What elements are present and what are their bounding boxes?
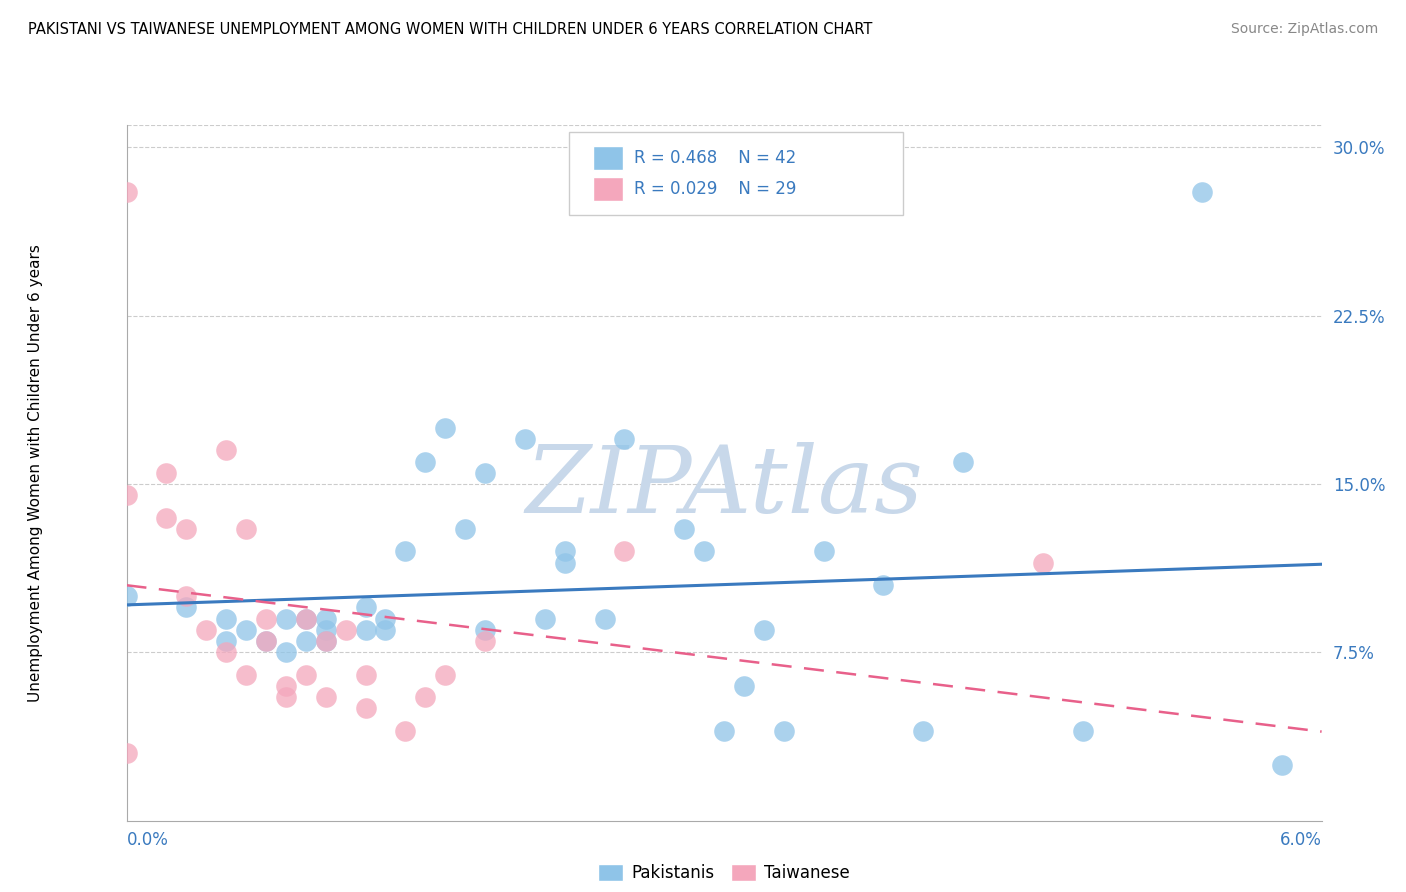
Point <box>813 544 835 558</box>
Point <box>554 556 576 570</box>
Point <box>673 522 696 536</box>
FancyBboxPatch shape <box>568 132 903 215</box>
Point <box>434 421 457 435</box>
Point <box>773 723 796 738</box>
Point <box>315 634 337 648</box>
Point <box>274 645 297 659</box>
Point <box>1032 556 1054 570</box>
Point <box>1191 185 1213 199</box>
Point <box>235 522 257 536</box>
Point <box>374 612 396 626</box>
Point <box>294 634 316 648</box>
Text: PAKISTANI VS TAIWANESE UNEMPLOYMENT AMONG WOMEN WITH CHILDREN UNDER 6 YEARS CORR: PAKISTANI VS TAIWANESE UNEMPLOYMENT AMON… <box>28 22 873 37</box>
Point <box>274 690 297 705</box>
Point <box>294 612 316 626</box>
Point <box>513 432 536 446</box>
Point <box>215 634 238 648</box>
Point <box>872 578 894 592</box>
Point <box>752 623 775 637</box>
Point <box>155 466 177 480</box>
Point <box>254 612 277 626</box>
Point <box>155 510 177 524</box>
Text: Unemployment Among Women with Children Under 6 years: Unemployment Among Women with Children U… <box>28 244 42 702</box>
Text: Source: ZipAtlas.com: Source: ZipAtlas.com <box>1230 22 1378 37</box>
Point <box>215 612 238 626</box>
Point <box>215 443 238 458</box>
Point <box>374 623 396 637</box>
Point <box>174 589 197 603</box>
FancyBboxPatch shape <box>593 177 623 202</box>
Point <box>354 667 377 681</box>
Point <box>1271 757 1294 772</box>
Point <box>394 723 416 738</box>
Point <box>354 623 377 637</box>
Point <box>474 466 496 480</box>
Point <box>335 623 357 637</box>
Point <box>274 612 297 626</box>
Point <box>315 623 337 637</box>
Point <box>115 185 138 199</box>
Point <box>952 454 974 468</box>
Point <box>474 623 496 637</box>
FancyBboxPatch shape <box>593 145 623 170</box>
Point <box>613 432 636 446</box>
Text: R = 0.029    N = 29: R = 0.029 N = 29 <box>634 180 797 198</box>
Point <box>294 612 316 626</box>
Point <box>115 747 138 761</box>
Point <box>315 690 337 705</box>
Point <box>733 679 755 693</box>
Point <box>413 454 436 468</box>
Point <box>115 488 138 502</box>
Point <box>174 600 197 615</box>
Point <box>1071 723 1094 738</box>
Point <box>115 589 138 603</box>
Text: 0.0%: 0.0% <box>127 831 169 849</box>
Point <box>315 612 337 626</box>
Point <box>454 522 477 536</box>
Text: R = 0.468    N = 42: R = 0.468 N = 42 <box>634 149 797 167</box>
Legend: Pakistanis, Taiwanese: Pakistanis, Taiwanese <box>592 857 856 888</box>
Point <box>474 634 496 648</box>
Point <box>613 544 636 558</box>
Point <box>354 701 377 715</box>
Point <box>254 634 277 648</box>
Point <box>254 634 277 648</box>
Point <box>394 544 416 558</box>
Point <box>554 544 576 558</box>
Text: 6.0%: 6.0% <box>1279 831 1322 849</box>
Point <box>912 723 935 738</box>
Point <box>195 623 218 637</box>
Point <box>235 623 257 637</box>
Point <box>274 679 297 693</box>
Point <box>235 667 257 681</box>
Point <box>315 634 337 648</box>
Point <box>294 667 316 681</box>
Point <box>215 645 238 659</box>
Point <box>693 544 716 558</box>
Point <box>354 600 377 615</box>
Point <box>593 612 616 626</box>
Point <box>534 612 557 626</box>
Point <box>174 522 197 536</box>
Point <box>434 667 457 681</box>
Text: ZIPAtlas: ZIPAtlas <box>526 442 922 532</box>
Point <box>413 690 436 705</box>
Point <box>713 723 735 738</box>
